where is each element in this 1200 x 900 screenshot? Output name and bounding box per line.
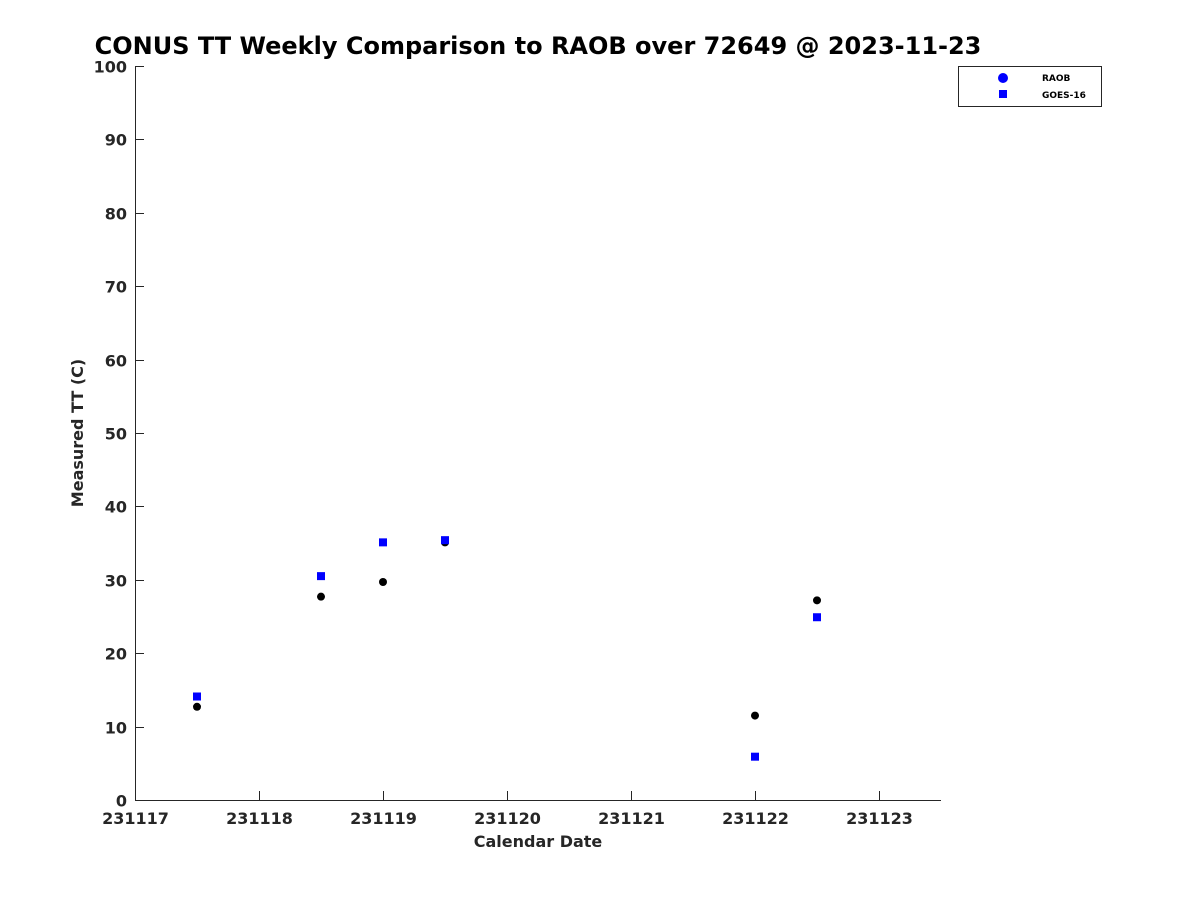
- y-tick-label: 100: [94, 58, 127, 77]
- y-tick-label: 70: [105, 278, 127, 297]
- legend-marker-goes-16: [999, 90, 1007, 98]
- y-axis-label: Measured TT (C): [68, 359, 87, 507]
- y-tick-label: 50: [105, 425, 127, 444]
- series-raob: [193, 538, 821, 720]
- legend-label-raob: RAOB: [1042, 74, 1071, 84]
- plot-axes: [135, 66, 941, 801]
- legend-label-goes-16: GOES-16: [1042, 91, 1086, 101]
- y-tick-label: 40: [105, 498, 127, 517]
- x-tick-label: 231123: [846, 809, 913, 828]
- legend-box: [958, 66, 1102, 107]
- raob-point: [379, 578, 387, 587]
- goes-16-point: [813, 613, 821, 622]
- goes-16-point: [317, 572, 325, 581]
- raob-point: [317, 592, 325, 601]
- legend-marker-raob: [998, 73, 1008, 83]
- x-axis-label: Calendar Date: [474, 832, 603, 851]
- raob-point: [193, 702, 201, 711]
- y-tick-label: 0: [116, 792, 127, 811]
- legend: RAOB GOES-16: [958, 66, 1102, 107]
- y-tick-label: 10: [105, 719, 127, 738]
- x-tick-label: 231119: [350, 809, 417, 828]
- series-goes-16: [193, 536, 821, 761]
- x-tick-label: 231117: [102, 809, 169, 828]
- x-tick-label: 231120: [474, 809, 541, 828]
- x-tick-label: 231118: [226, 809, 293, 828]
- y-tick-label: 80: [105, 205, 127, 224]
- y-tick-label: 20: [105, 645, 127, 664]
- x-tick-label: 231121: [598, 809, 665, 828]
- x-ticks: 231117 231118 231119 231120 231121 231122 2311…: [102, 791, 913, 828]
- goes-16-point: [379, 538, 387, 547]
- goes-16-point: [193, 692, 201, 701]
- data-series: [193, 536, 821, 761]
- y-tick-label: 60: [105, 352, 127, 371]
- goes-16-point: [441, 536, 449, 545]
- raob-point: [813, 596, 821, 605]
- x-tick-label: 231122: [722, 809, 789, 828]
- chart-title: CONUS TT Weekly Comparison to RAOB over …: [95, 32, 982, 60]
- raob-point: [751, 711, 759, 720]
- y-tick-label: 90: [105, 131, 127, 150]
- y-tick-label: 30: [105, 572, 127, 591]
- y-ticks: 0 10 20 30 40 50 60 70 80 90 100: [94, 58, 144, 811]
- goes-16-point: [751, 752, 759, 761]
